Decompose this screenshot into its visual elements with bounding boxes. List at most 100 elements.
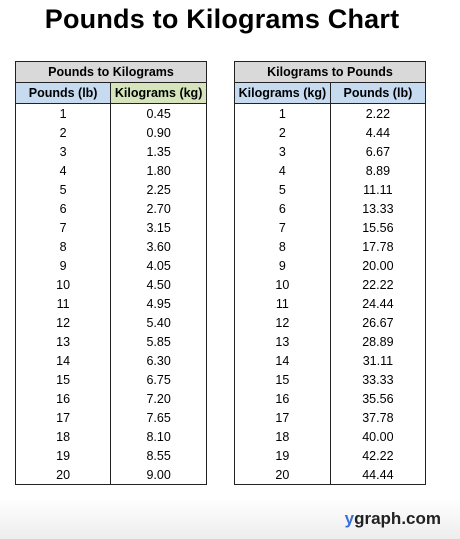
- converted-value-cell: 7.20: [110, 389, 207, 408]
- brand-logo: ygraph.com: [345, 509, 441, 529]
- input-value-cell: 8: [234, 237, 331, 256]
- converted-value-cell: 7.65: [110, 408, 207, 427]
- converted-value-cell: 4.95: [110, 294, 207, 313]
- input-value-cell: 16: [14, 389, 112, 408]
- table-row: 8 17.78: [234, 237, 427, 256]
- input-value-cell: 18: [234, 427, 331, 446]
- converted-value-cell: 4.44: [329, 123, 427, 142]
- converted-value-cell: 28.89: [329, 332, 427, 351]
- page-title: Pounds to Kilograms Chart: [44, 4, 400, 34]
- input-value-cell: 5: [234, 180, 331, 199]
- input-value-cell: 9: [14, 256, 112, 275]
- kilograms-to-pounds-table: Kilograms to Pounds Kilograms (kg) Pound…: [234, 61, 427, 485]
- converted-value-cell: 17.78: [329, 237, 427, 256]
- converted-value-cell: 2.25: [110, 180, 207, 199]
- converted-value-cell: 6.67: [329, 142, 427, 161]
- converted-value-cell: 42.22: [329, 446, 427, 465]
- input-value-cell: 4: [14, 161, 112, 180]
- converted-value-cell: 8.89: [329, 161, 427, 180]
- converted-value-cell: 4.05: [110, 256, 207, 275]
- converted-value-cell: 33.33: [329, 370, 427, 389]
- converted-value-cell: 37.78: [329, 408, 427, 427]
- table-row: 12 26.67: [234, 313, 427, 332]
- input-value-cell: 7: [234, 218, 331, 237]
- input-value-cell: 5: [14, 180, 112, 199]
- brand-prefix: y: [344, 509, 355, 528]
- bottom-fade: [0, 499, 460, 539]
- converted-value-cell: 5.40: [110, 313, 207, 332]
- converted-value-cell: 2.70: [110, 199, 207, 218]
- table-row: 5 2.25: [14, 180, 207, 199]
- brand-rest: graph.com: [354, 509, 441, 528]
- input-value-cell: 11: [234, 294, 331, 313]
- input-value-cell: 2: [14, 123, 112, 142]
- input-value-cell: 17: [14, 408, 112, 427]
- converted-value-cell: 9.00: [110, 465, 207, 485]
- column-header-kilograms: Kilograms (kg): [110, 82, 207, 104]
- table-row: 12 5.40: [14, 313, 207, 332]
- table-row: 17 37.78: [234, 408, 427, 427]
- input-value-cell: 3: [234, 142, 331, 161]
- input-value-cell: 1: [14, 103, 112, 123]
- table-row: 16 7.20: [14, 389, 207, 408]
- input-value-cell: 8: [14, 237, 112, 256]
- converted-value-cell: 26.67: [329, 313, 427, 332]
- input-value-cell: 16: [234, 389, 331, 408]
- converted-value-cell: 8.55: [110, 446, 207, 465]
- input-value-cell: 14: [234, 351, 331, 370]
- table-row: 10 22.22: [234, 275, 427, 294]
- table-row: 17 7.65: [14, 408, 207, 427]
- table-row: 10 4.50: [14, 275, 207, 294]
- table-row: 2 0.90: [14, 123, 207, 142]
- table-row: 13 5.85: [14, 332, 207, 351]
- converted-value-cell: 40.00: [329, 427, 427, 446]
- table-row: 14 31.11: [234, 351, 427, 370]
- table-row: 6 13.33: [234, 199, 427, 218]
- input-value-cell: 14: [14, 351, 112, 370]
- converted-value-cell: 15.56: [329, 218, 427, 237]
- converted-value-cell: 1.80: [110, 161, 207, 180]
- input-value-cell: 17: [234, 408, 331, 427]
- table-row: 3 6.67: [234, 142, 427, 161]
- converted-value-cell: 11.11: [329, 180, 427, 199]
- input-value-cell: 18: [14, 427, 112, 446]
- column-header-pounds: Pounds (lb): [14, 82, 112, 104]
- table-row: 7 3.15: [14, 218, 207, 237]
- converted-value-cell: 8.10: [110, 427, 207, 446]
- input-value-cell: 11: [14, 294, 112, 313]
- table-row: 13 28.89: [234, 332, 427, 351]
- table-row: 2 4.44: [234, 123, 427, 142]
- input-value-cell: 6: [234, 199, 331, 218]
- table-row: 6 2.70: [14, 199, 207, 218]
- input-value-cell: 12: [234, 313, 331, 332]
- table-row: 20 44.44: [234, 465, 427, 485]
- table-heading: Kilograms to Pounds: [234, 61, 426, 83]
- converted-value-cell: 1.35: [110, 142, 207, 161]
- converted-value-cell: 0.90: [110, 123, 207, 142]
- table-row: 4 1.80: [14, 161, 207, 180]
- input-value-cell: 1: [234, 103, 331, 123]
- table-row: 7 15.56: [234, 218, 427, 237]
- input-value-cell: 9: [234, 256, 331, 275]
- table-row: 11 24.44: [234, 294, 427, 313]
- pounds-to-kilograms-table: Pounds to Kilograms Pounds (lb) Kilogram…: [14, 61, 207, 485]
- input-value-cell: 19: [14, 446, 112, 465]
- converted-value-cell: 4.50: [110, 275, 207, 294]
- input-value-cell: 13: [234, 332, 331, 351]
- table-row: 3 1.35: [14, 142, 207, 161]
- converted-value-cell: 3.15: [110, 218, 207, 237]
- converted-value-cell: 5.85: [110, 332, 207, 351]
- table-row: 16 35.56: [234, 389, 427, 408]
- input-value-cell: 6: [14, 199, 112, 218]
- input-value-cell: 20: [14, 465, 112, 485]
- converted-value-cell: 13.33: [329, 199, 427, 218]
- table-row: 19 8.55: [14, 446, 207, 465]
- input-value-cell: 2: [234, 123, 331, 142]
- converted-value-cell: 6.75: [110, 370, 207, 389]
- table-row: 5 11.11: [234, 180, 427, 199]
- table-row: 8 3.60: [14, 237, 207, 256]
- table-row: 18 40.00: [234, 427, 427, 446]
- converted-value-cell: 31.11: [329, 351, 427, 370]
- input-value-cell: 12: [14, 313, 112, 332]
- input-value-cell: 4: [234, 161, 331, 180]
